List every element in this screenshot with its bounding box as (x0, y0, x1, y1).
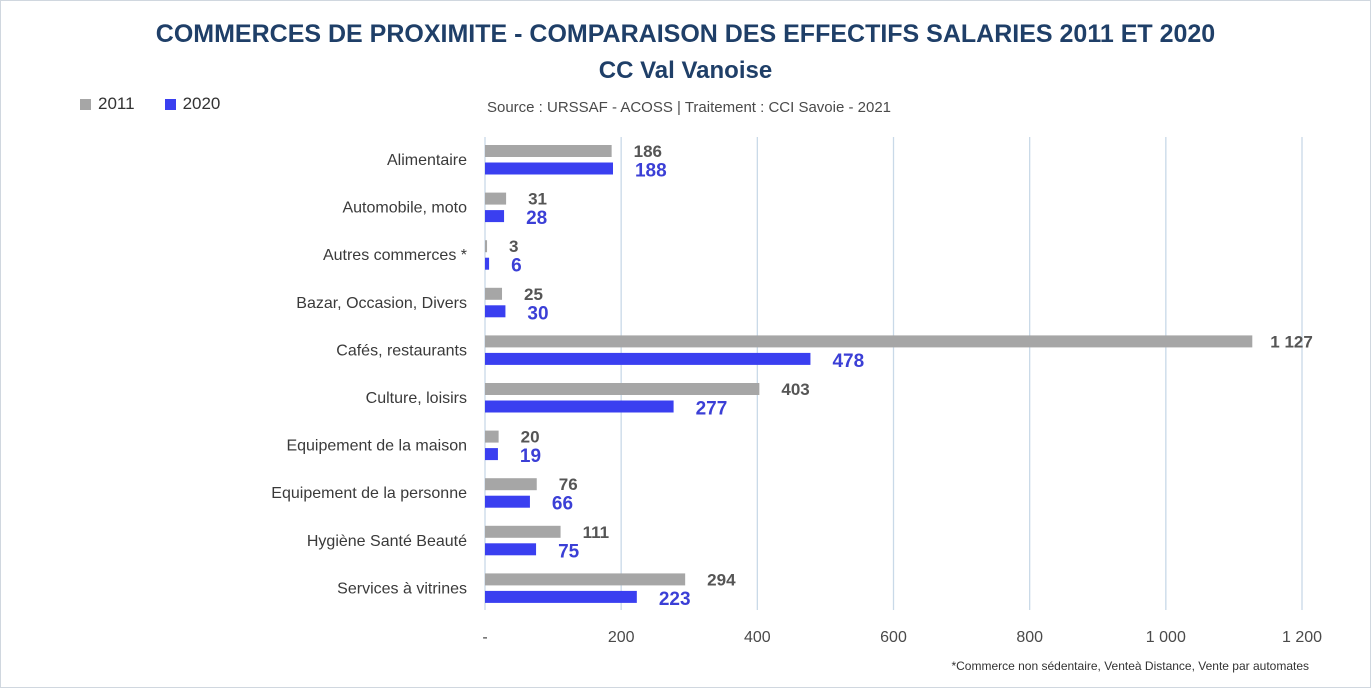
data-label-2020: 6 (511, 256, 522, 277)
x-tick-label: 800 (1016, 629, 1043, 646)
data-label-2020: 75 (558, 541, 580, 562)
bar-2020 (485, 210, 505, 223)
x-tick-label: 400 (744, 629, 771, 646)
legend: 2011 2020 (80, 94, 220, 114)
category-label: Bazar, Occasion, Divers (296, 295, 467, 312)
data-label-2011: 31 (528, 190, 547, 209)
data-label-2011: 294 (707, 570, 736, 589)
bar-2011 (485, 478, 537, 491)
category-label: Hygiène Santé Beauté (307, 533, 467, 550)
category-label: Automobile, moto (342, 200, 467, 217)
bar-2020 (485, 305, 506, 318)
data-label-2020: 478 (832, 351, 864, 372)
category-label: Cafés, restaurants (336, 342, 467, 359)
x-tick-label: - (482, 629, 487, 646)
data-label-2020: 66 (552, 494, 573, 515)
bar-2011 (485, 145, 612, 157)
bar-2020 (485, 590, 637, 603)
bar-2020 (485, 352, 811, 365)
bar-2020 (485, 162, 613, 175)
legend-swatch-2011 (80, 98, 91, 110)
bar-2011 (485, 430, 499, 443)
data-label-2020: 188 (635, 161, 667, 182)
data-label-2011: 25 (524, 285, 543, 304)
category-label: Culture, loisirs (366, 390, 467, 407)
bar-2020 (485, 257, 490, 270)
data-label-2011: 76 (559, 475, 578, 494)
legend-label-2020: 2020 (182, 94, 221, 113)
legend-label-2011: 2011 (98, 94, 135, 113)
x-tick-label: 600 (880, 629, 907, 646)
bar-2011 (485, 287, 503, 300)
bar-2011 (485, 335, 1253, 348)
chart-subtitle: CC Val Vanoise (598, 57, 773, 84)
data-label-2020: 223 (659, 589, 691, 610)
category-label: Services à vitrines (337, 580, 467, 597)
x-tick-label: 200 (608, 629, 635, 646)
data-label-2011: 20 (521, 428, 540, 447)
footnote: *Commerce non sédentaire, Venteà Distanc… (951, 659, 1309, 673)
bar-2011 (485, 240, 488, 253)
data-label-2020: 19 (520, 446, 541, 467)
bar-2020 (485, 543, 537, 556)
legend-item-2011: 2011 (80, 94, 135, 114)
bar-2011 (485, 383, 760, 395)
data-label-2020: 30 (527, 303, 548, 324)
data-label-2011: 403 (781, 380, 809, 399)
data-label-2011: 3 (509, 237, 518, 256)
x-tick-label: 1 000 (1146, 629, 1186, 646)
category-label: Equipement de la maison (286, 438, 467, 455)
legend-swatch-2020 (164, 98, 176, 110)
category-label: Alimentaire (387, 152, 467, 169)
bar-2011 (485, 573, 686, 586)
bar-2020 (485, 400, 674, 413)
category-label: Autres commerces * (323, 247, 467, 264)
data-label-2011: 1 127 (1270, 332, 1313, 351)
bar-2011 (485, 525, 561, 538)
chart-title: COMMERCES DE PROXIMITE - COMPARAISON DES… (155, 20, 1216, 48)
data-label-2020: 277 (696, 399, 728, 420)
source-note: Source : URSSAF - ACOSS | Traitement : C… (486, 99, 892, 116)
bar-2020 (485, 495, 530, 508)
data-label-2011: 111 (583, 523, 610, 542)
data-label-2020: 28 (526, 208, 547, 229)
x-tick-label: 1 200 (1282, 629, 1322, 646)
data-label-2011: 186 (634, 142, 662, 161)
category-label: Equipement de la personne (271, 485, 467, 502)
legend-item-2020: 2020 (164, 94, 221, 114)
bar-2011 (485, 192, 507, 205)
bar-2020 (485, 448, 498, 461)
